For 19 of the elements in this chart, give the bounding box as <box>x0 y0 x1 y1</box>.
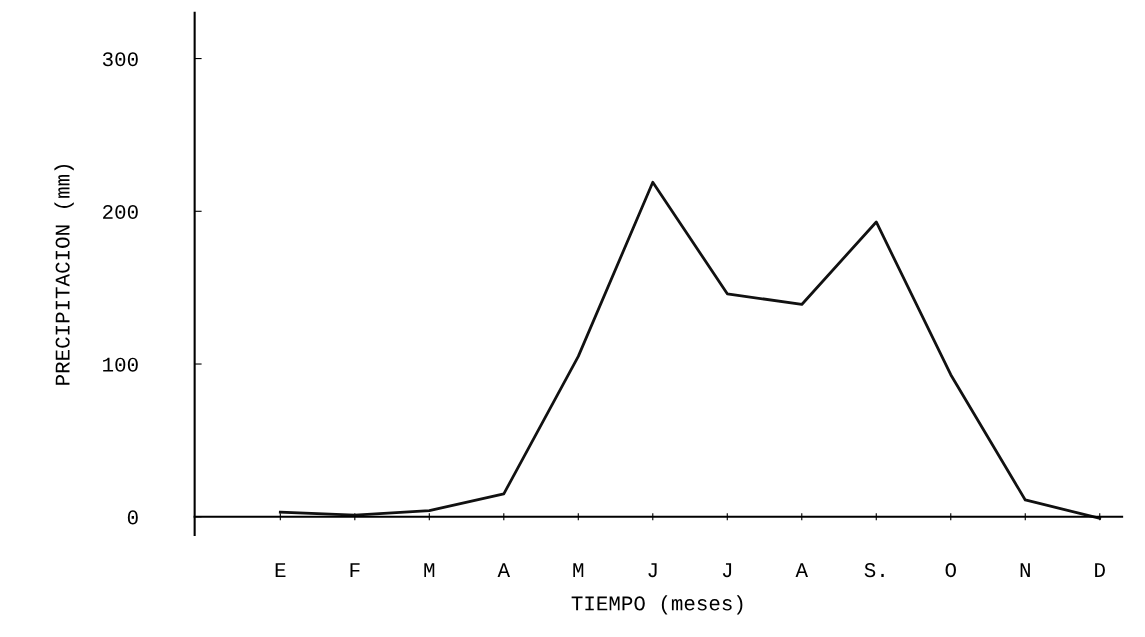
y-tick-label: 100 <box>103 357 138 372</box>
x-tick-label: A <box>497 563 511 577</box>
y-axis-title: PRECIPITACION (mm) <box>54 164 74 385</box>
x-tick-label: E <box>275 563 286 577</box>
x-axis-title: TIEMPO (meses) <box>571 595 743 615</box>
x-tick-label: N <box>1020 563 1030 577</box>
line-series <box>278 180 1102 520</box>
x-tick-label: J <box>722 563 732 578</box>
x-tick-label: M <box>573 563 584 577</box>
x-tick-label: M <box>424 563 435 577</box>
x-tick-label: A <box>795 563 809 577</box>
x-tick-label: D <box>1095 563 1105 577</box>
y-tick-label: 0 <box>127 510 138 525</box>
x-tick-label: O <box>945 563 956 578</box>
x-tick-label: S. <box>864 563 884 578</box>
y-tick-label: 300 <box>102 52 138 67</box>
x-tick-label: J <box>648 563 657 578</box>
y-tick-label: 200 <box>103 204 138 220</box>
x-tick-label: F <box>350 563 360 577</box>
